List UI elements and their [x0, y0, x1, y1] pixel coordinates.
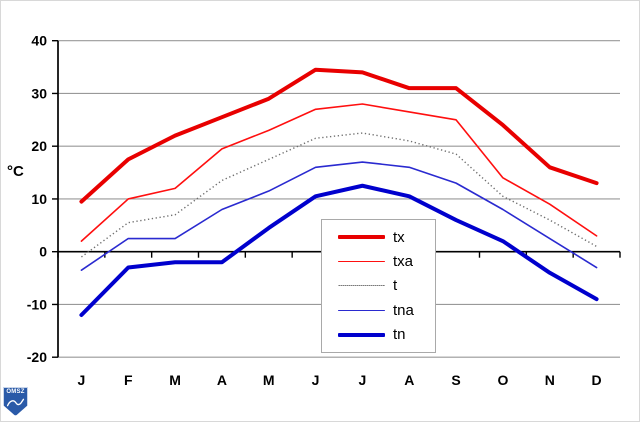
- legend-item-t: t: [338, 278, 435, 293]
- legend-line-sample-txa: [338, 260, 385, 263]
- legend-line-sample-tx: [338, 235, 385, 240]
- legend-line-sample-tna: [338, 309, 385, 312]
- y-tick-label: 30: [31, 85, 47, 101]
- omsz-logo-text: OMSZ: [6, 389, 25, 395]
- x-category-label: N: [545, 372, 555, 388]
- legend-item-tn: tn: [338, 327, 435, 342]
- series-line-tn: [79, 183, 599, 317]
- legend-label-tx: tx: [393, 228, 405, 246]
- legend-item-txa: txa: [338, 254, 435, 269]
- series-line-t: [81, 132, 597, 258]
- legend-item-tx: tx: [338, 230, 435, 245]
- legend-label-txa: txa: [393, 253, 414, 271]
- x-category-label: D: [592, 372, 602, 388]
- y-axis-unit-label: °C: [7, 163, 24, 180]
- x-category-label: M: [169, 372, 181, 388]
- legend-label-tn: tn: [393, 326, 406, 344]
- x-category-label: A: [404, 372, 414, 388]
- x-category-label: M: [263, 372, 275, 388]
- legend-line-sample-tn: [338, 332, 385, 337]
- series-line-tna: [80, 161, 598, 271]
- y-tick-label: -20: [27, 349, 47, 365]
- x-category-label: J: [359, 372, 367, 388]
- bird-icon: [6, 398, 25, 407]
- legend: tx txa t tna tn: [321, 219, 436, 353]
- y-tick-label: 20: [31, 138, 47, 154]
- x-category-label: F: [124, 372, 133, 388]
- x-category-label: J: [78, 372, 86, 388]
- y-tick-label: 10: [31, 191, 47, 207]
- legend-item-tna: tna: [338, 303, 435, 318]
- series-line-txa: [80, 103, 598, 242]
- x-category-label: J: [312, 372, 320, 388]
- legend-label-t: t: [393, 277, 398, 295]
- x-category-label: O: [497, 372, 508, 388]
- y-tick-label: 40: [31, 33, 47, 49]
- x-category-label: S: [451, 372, 460, 388]
- series-line-tx: [79, 67, 599, 204]
- x-category-label: A: [217, 372, 227, 388]
- y-tick-label: 0: [39, 244, 47, 260]
- legend-label-tna: tna: [393, 301, 414, 319]
- legend-line-sample-t: [338, 285, 385, 287]
- y-tick-label: -10: [27, 296, 47, 312]
